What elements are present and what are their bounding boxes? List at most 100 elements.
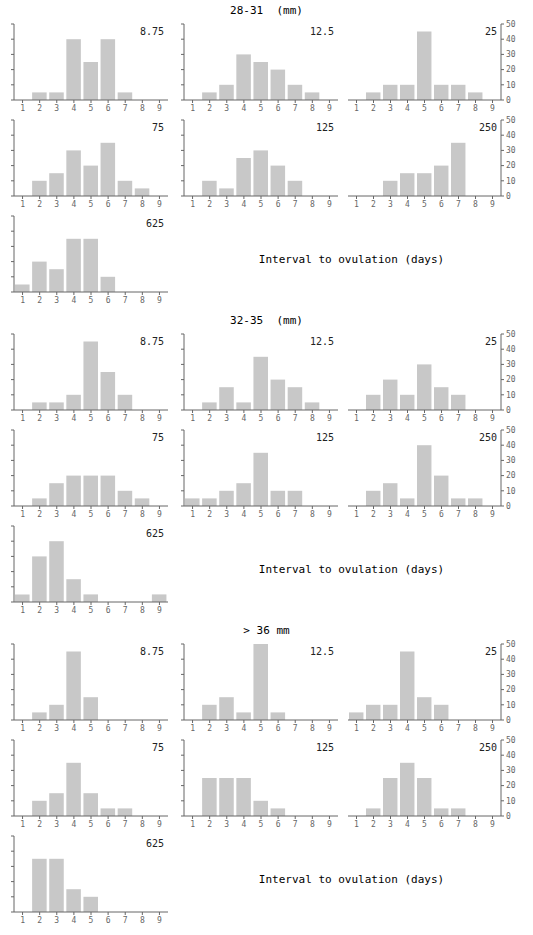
svg-text:5: 5 (89, 296, 94, 305)
svg-text:4: 4 (405, 510, 410, 519)
svg-text:7: 7 (456, 414, 461, 423)
svg-text:7: 7 (123, 296, 128, 305)
svg-text:1: 1 (20, 414, 25, 423)
svg-text:7: 7 (123, 200, 128, 209)
svg-text:3: 3 (224, 104, 229, 113)
svg-text:7: 7 (456, 820, 461, 829)
svg-text:2: 2 (37, 916, 42, 925)
svg-text:7: 7 (123, 820, 128, 829)
svg-text:4: 4 (241, 200, 246, 209)
svg-text:4: 4 (241, 104, 246, 113)
svg-text:1: 1 (354, 104, 359, 113)
svg-text:8: 8 (140, 104, 145, 113)
svg-text:7: 7 (123, 414, 128, 423)
svg-text:2: 2 (37, 510, 42, 519)
svg-text:7: 7 (123, 916, 128, 925)
svg-text:8: 8 (140, 510, 145, 519)
svg-text:5: 5 (89, 104, 94, 113)
svg-text:2: 2 (371, 510, 376, 519)
svg-text:9: 9 (327, 200, 332, 209)
svg-text:6: 6 (106, 510, 111, 519)
svg-text:2: 2 (37, 104, 42, 113)
svg-text:8: 8 (473, 510, 478, 519)
svg-text:8: 8 (473, 820, 478, 829)
svg-text:6: 6 (439, 104, 444, 113)
svg-text:50: 50 (506, 330, 516, 339)
svg-text:6: 6 (439, 820, 444, 829)
svg-text:1: 1 (354, 200, 359, 209)
svg-text:8: 8 (140, 820, 145, 829)
svg-text:4: 4 (241, 820, 246, 829)
svg-text:6: 6 (106, 296, 111, 305)
svg-text:4: 4 (71, 916, 76, 925)
svg-text:2: 2 (207, 414, 212, 423)
svg-text:30: 30 (506, 360, 516, 369)
svg-text:2: 2 (207, 200, 212, 209)
svg-text:9: 9 (327, 820, 332, 829)
svg-text:30: 30 (506, 766, 516, 775)
svg-text:4: 4 (71, 414, 76, 423)
svg-text:2: 2 (37, 820, 42, 829)
svg-text:1: 1 (20, 200, 25, 209)
svg-text:5: 5 (422, 414, 427, 423)
svg-text:9: 9 (157, 296, 162, 305)
svg-text:6: 6 (106, 820, 111, 829)
svg-text:5: 5 (89, 820, 94, 829)
svg-text:8: 8 (140, 414, 145, 423)
svg-text:3: 3 (388, 724, 393, 733)
svg-text:6: 6 (439, 200, 444, 209)
svg-text:0: 0 (506, 192, 511, 201)
svg-text:7: 7 (293, 510, 298, 519)
svg-text:2: 2 (371, 820, 376, 829)
svg-text:9: 9 (490, 724, 495, 733)
svg-text:20: 20 (506, 65, 516, 74)
svg-text:50: 50 (506, 640, 516, 649)
svg-text:9: 9 (157, 916, 162, 925)
svg-text:5: 5 (422, 510, 427, 519)
svg-text:5: 5 (89, 200, 94, 209)
svg-text:5: 5 (259, 724, 264, 733)
svg-text:8: 8 (140, 916, 145, 925)
svg-text:7: 7 (456, 724, 461, 733)
svg-text:4: 4 (405, 200, 410, 209)
svg-text:20: 20 (506, 161, 516, 170)
svg-text:0: 0 (506, 96, 511, 105)
svg-text:2: 2 (207, 104, 212, 113)
svg-text:3: 3 (54, 916, 59, 925)
svg-text:3: 3 (388, 104, 393, 113)
svg-text:9: 9 (490, 820, 495, 829)
svg-text:20: 20 (506, 471, 516, 480)
svg-text:1: 1 (354, 724, 359, 733)
svg-text:1: 1 (354, 414, 359, 423)
svg-text:6: 6 (276, 414, 281, 423)
svg-text:8: 8 (473, 414, 478, 423)
svg-text:8: 8 (140, 200, 145, 209)
svg-text:6: 6 (276, 510, 281, 519)
svg-text:9: 9 (157, 104, 162, 113)
svg-text:40: 40 (506, 35, 516, 44)
svg-text:1: 1 (190, 820, 195, 829)
svg-text:1: 1 (20, 820, 25, 829)
svg-text:9: 9 (327, 104, 332, 113)
svg-text:4: 4 (405, 820, 410, 829)
svg-text:9: 9 (490, 510, 495, 519)
svg-text:20: 20 (506, 375, 516, 384)
svg-text:10: 10 (506, 701, 516, 710)
svg-text:4: 4 (71, 104, 76, 113)
svg-text:0: 0 (506, 406, 511, 415)
svg-text:10: 10 (506, 797, 516, 806)
svg-text:20: 20 (506, 781, 516, 790)
svg-text:4: 4 (405, 104, 410, 113)
svg-text:8: 8 (310, 414, 315, 423)
svg-text:40: 40 (506, 441, 516, 450)
svg-text:40: 40 (506, 345, 516, 354)
svg-text:9: 9 (157, 510, 162, 519)
svg-text:5: 5 (89, 510, 94, 519)
svg-text:3: 3 (224, 200, 229, 209)
svg-text:3: 3 (388, 510, 393, 519)
svg-text:3: 3 (54, 104, 59, 113)
svg-text:1: 1 (20, 104, 25, 113)
svg-text:9: 9 (327, 414, 332, 423)
svg-text:8: 8 (310, 510, 315, 519)
svg-text:5: 5 (422, 820, 427, 829)
